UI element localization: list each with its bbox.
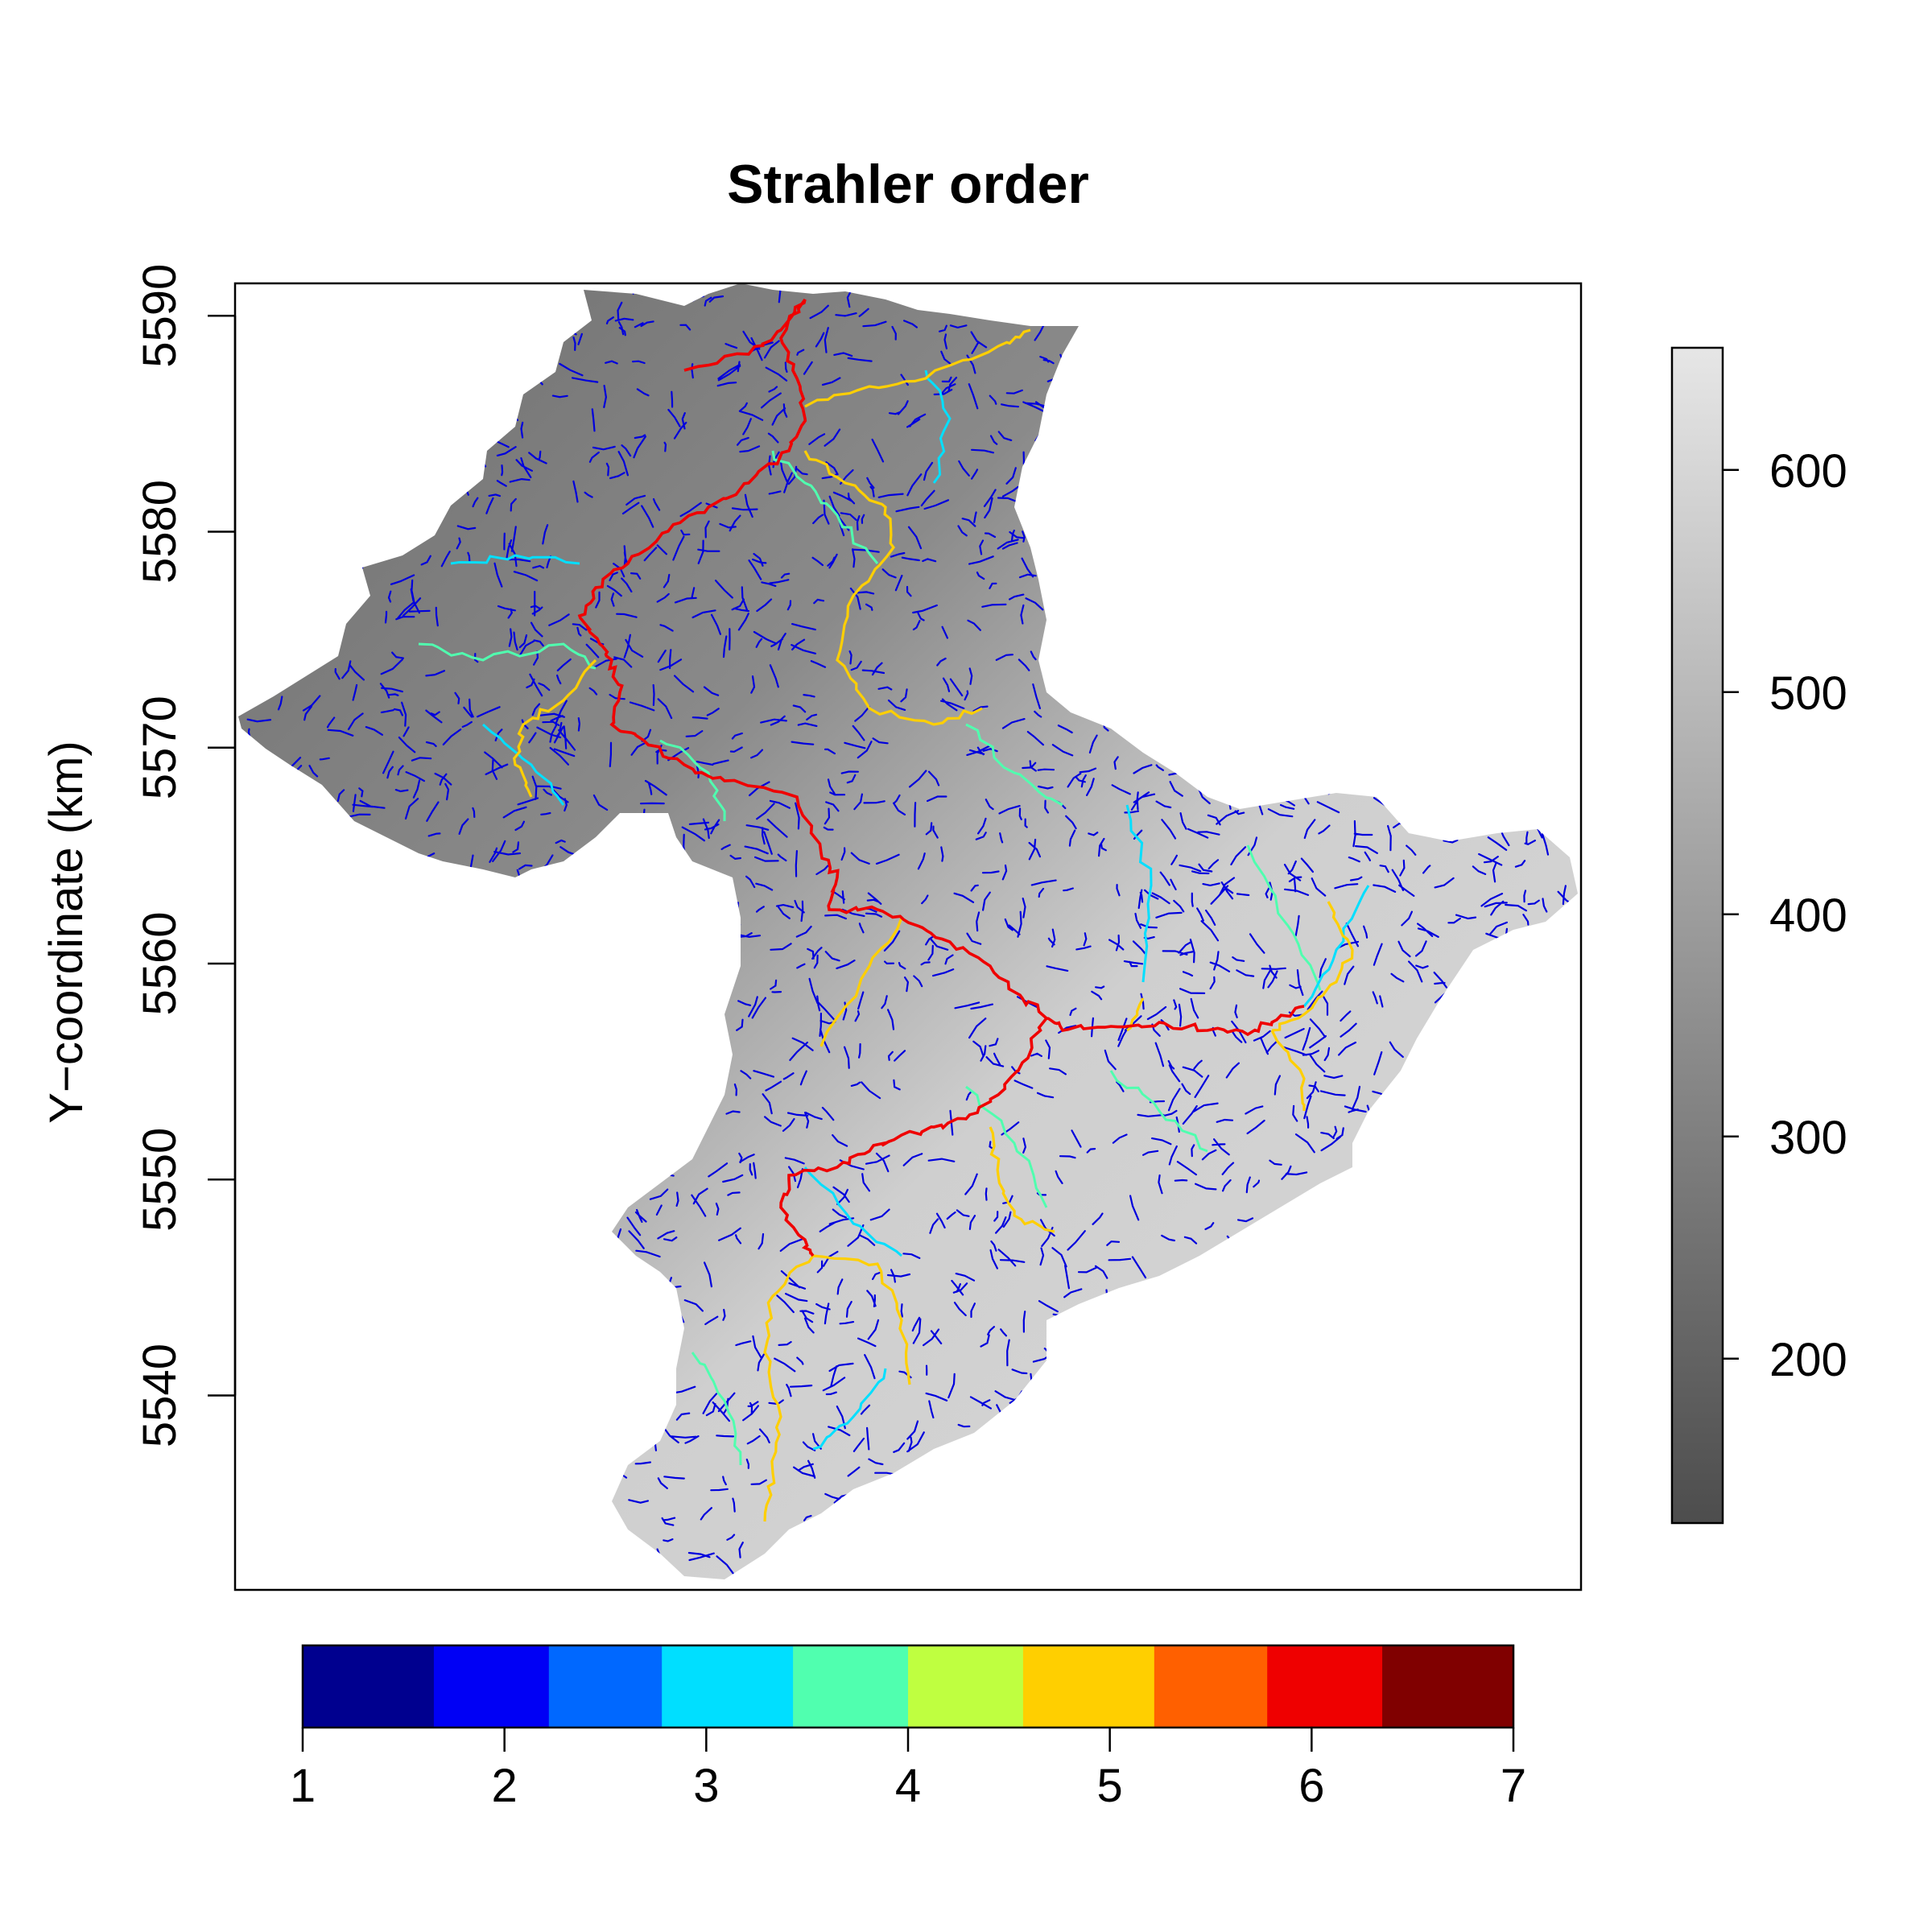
order-band (662, 1645, 794, 1728)
stream-order-3-4 (418, 369, 1370, 1466)
order-colorbar-bands (303, 1645, 1514, 1728)
stream-line-order-3 (659, 739, 726, 822)
order-tick-label: 7 (1501, 1760, 1526, 1812)
stream-line-order-3 (924, 369, 952, 484)
y-tick-label: 5550 (134, 1128, 186, 1232)
stream-network (238, 283, 1578, 1579)
order-band (303, 1645, 435, 1728)
stream-line-order-3 (450, 554, 580, 565)
stream-line-order-6-main (577, 298, 1305, 1037)
order-tick-label: 3 (693, 1760, 719, 1812)
order-band (548, 1645, 663, 1728)
y-tick-label: 5570 (134, 696, 186, 799)
stream-line-order-5 (763, 1255, 815, 1522)
order-tick-label: 1 (290, 1760, 316, 1812)
stream-line-order-3 (1125, 804, 1153, 983)
elevation-tick-label: 500 (1769, 667, 1847, 720)
stream-order-5 (513, 328, 1354, 1522)
order-band (1267, 1645, 1383, 1728)
y-tick-label: 5580 (134, 480, 186, 584)
order-band (908, 1645, 1024, 1728)
elevation-colorbar-ticks: 200 300 400 500 600 (1723, 445, 1847, 1386)
stream-line-order-3 (1109, 1070, 1208, 1153)
order-colorbar-ticks: 1 2 3 4 5 6 7 (290, 1728, 1526, 1812)
y-tick-label: 5560 (134, 912, 186, 1016)
stream-line-order-3 (691, 1352, 742, 1466)
stream-line-order-3 (965, 723, 1063, 807)
y-axis-label: Y−coordinate (km) (40, 741, 93, 1123)
stream-line-order-5 (812, 1254, 911, 1385)
stream-line-order-5 (1271, 901, 1354, 1032)
elevation-tick-label: 300 (1769, 1112, 1847, 1164)
stream-line-order-3 (418, 642, 597, 670)
elevation-colorbar: 200 300 400 500 600 (1670, 346, 1847, 1525)
stream-line-order-3 (1302, 885, 1370, 1007)
stream-line-order-3 (803, 1166, 902, 1257)
stream-line-order-5 (803, 450, 983, 726)
basin-elevation-raster (238, 283, 1578, 1579)
stream-line-order-5 (1270, 1030, 1306, 1112)
stream-line-order-5 (513, 658, 597, 798)
order-band (1382, 1645, 1514, 1728)
order-tick-label: 4 (895, 1760, 921, 1812)
order-band (1154, 1645, 1268, 1728)
stream-line-order-5 (1126, 997, 1145, 1032)
elevation-tick-label: 600 (1769, 445, 1847, 497)
y-axis: 5540 5550 5560 5570 5580 5590 (134, 264, 237, 1447)
stream-line-order-3 (482, 723, 565, 806)
stream-line-order-6-lower (779, 1017, 1048, 1257)
stream-line-order-3 (771, 450, 879, 564)
order-tick-label: 2 (492, 1760, 518, 1812)
order-tick-label: 6 (1298, 1760, 1324, 1812)
chart-title: Strahler order (727, 154, 1089, 215)
stream-line-order-5 (819, 917, 903, 1047)
order-colorbar: 1 2 3 4 5 6 7 (290, 1644, 1526, 1812)
stream-line-order-3 (812, 1368, 887, 1451)
elevation-tick-label: 400 (1769, 890, 1847, 942)
stream-order-6 (577, 298, 1305, 1257)
order-tick-label: 5 (1097, 1760, 1123, 1812)
order-band (793, 1645, 909, 1728)
stream-line-order-5 (804, 328, 1031, 408)
elevation-tick-label: 200 (1769, 1334, 1847, 1386)
order-band (433, 1645, 550, 1728)
plot-area (233, 282, 1583, 1591)
y-tick-label: 5540 (134, 1344, 186, 1447)
stream-line-order-5 (989, 1126, 1055, 1233)
elevation-colorbar-bar (1670, 346, 1724, 1525)
y-tick-label: 5590 (134, 264, 186, 368)
order-band (1022, 1645, 1155, 1728)
stream-line-order-3 (1246, 844, 1322, 991)
stream-line-order-3 (965, 1085, 1048, 1208)
